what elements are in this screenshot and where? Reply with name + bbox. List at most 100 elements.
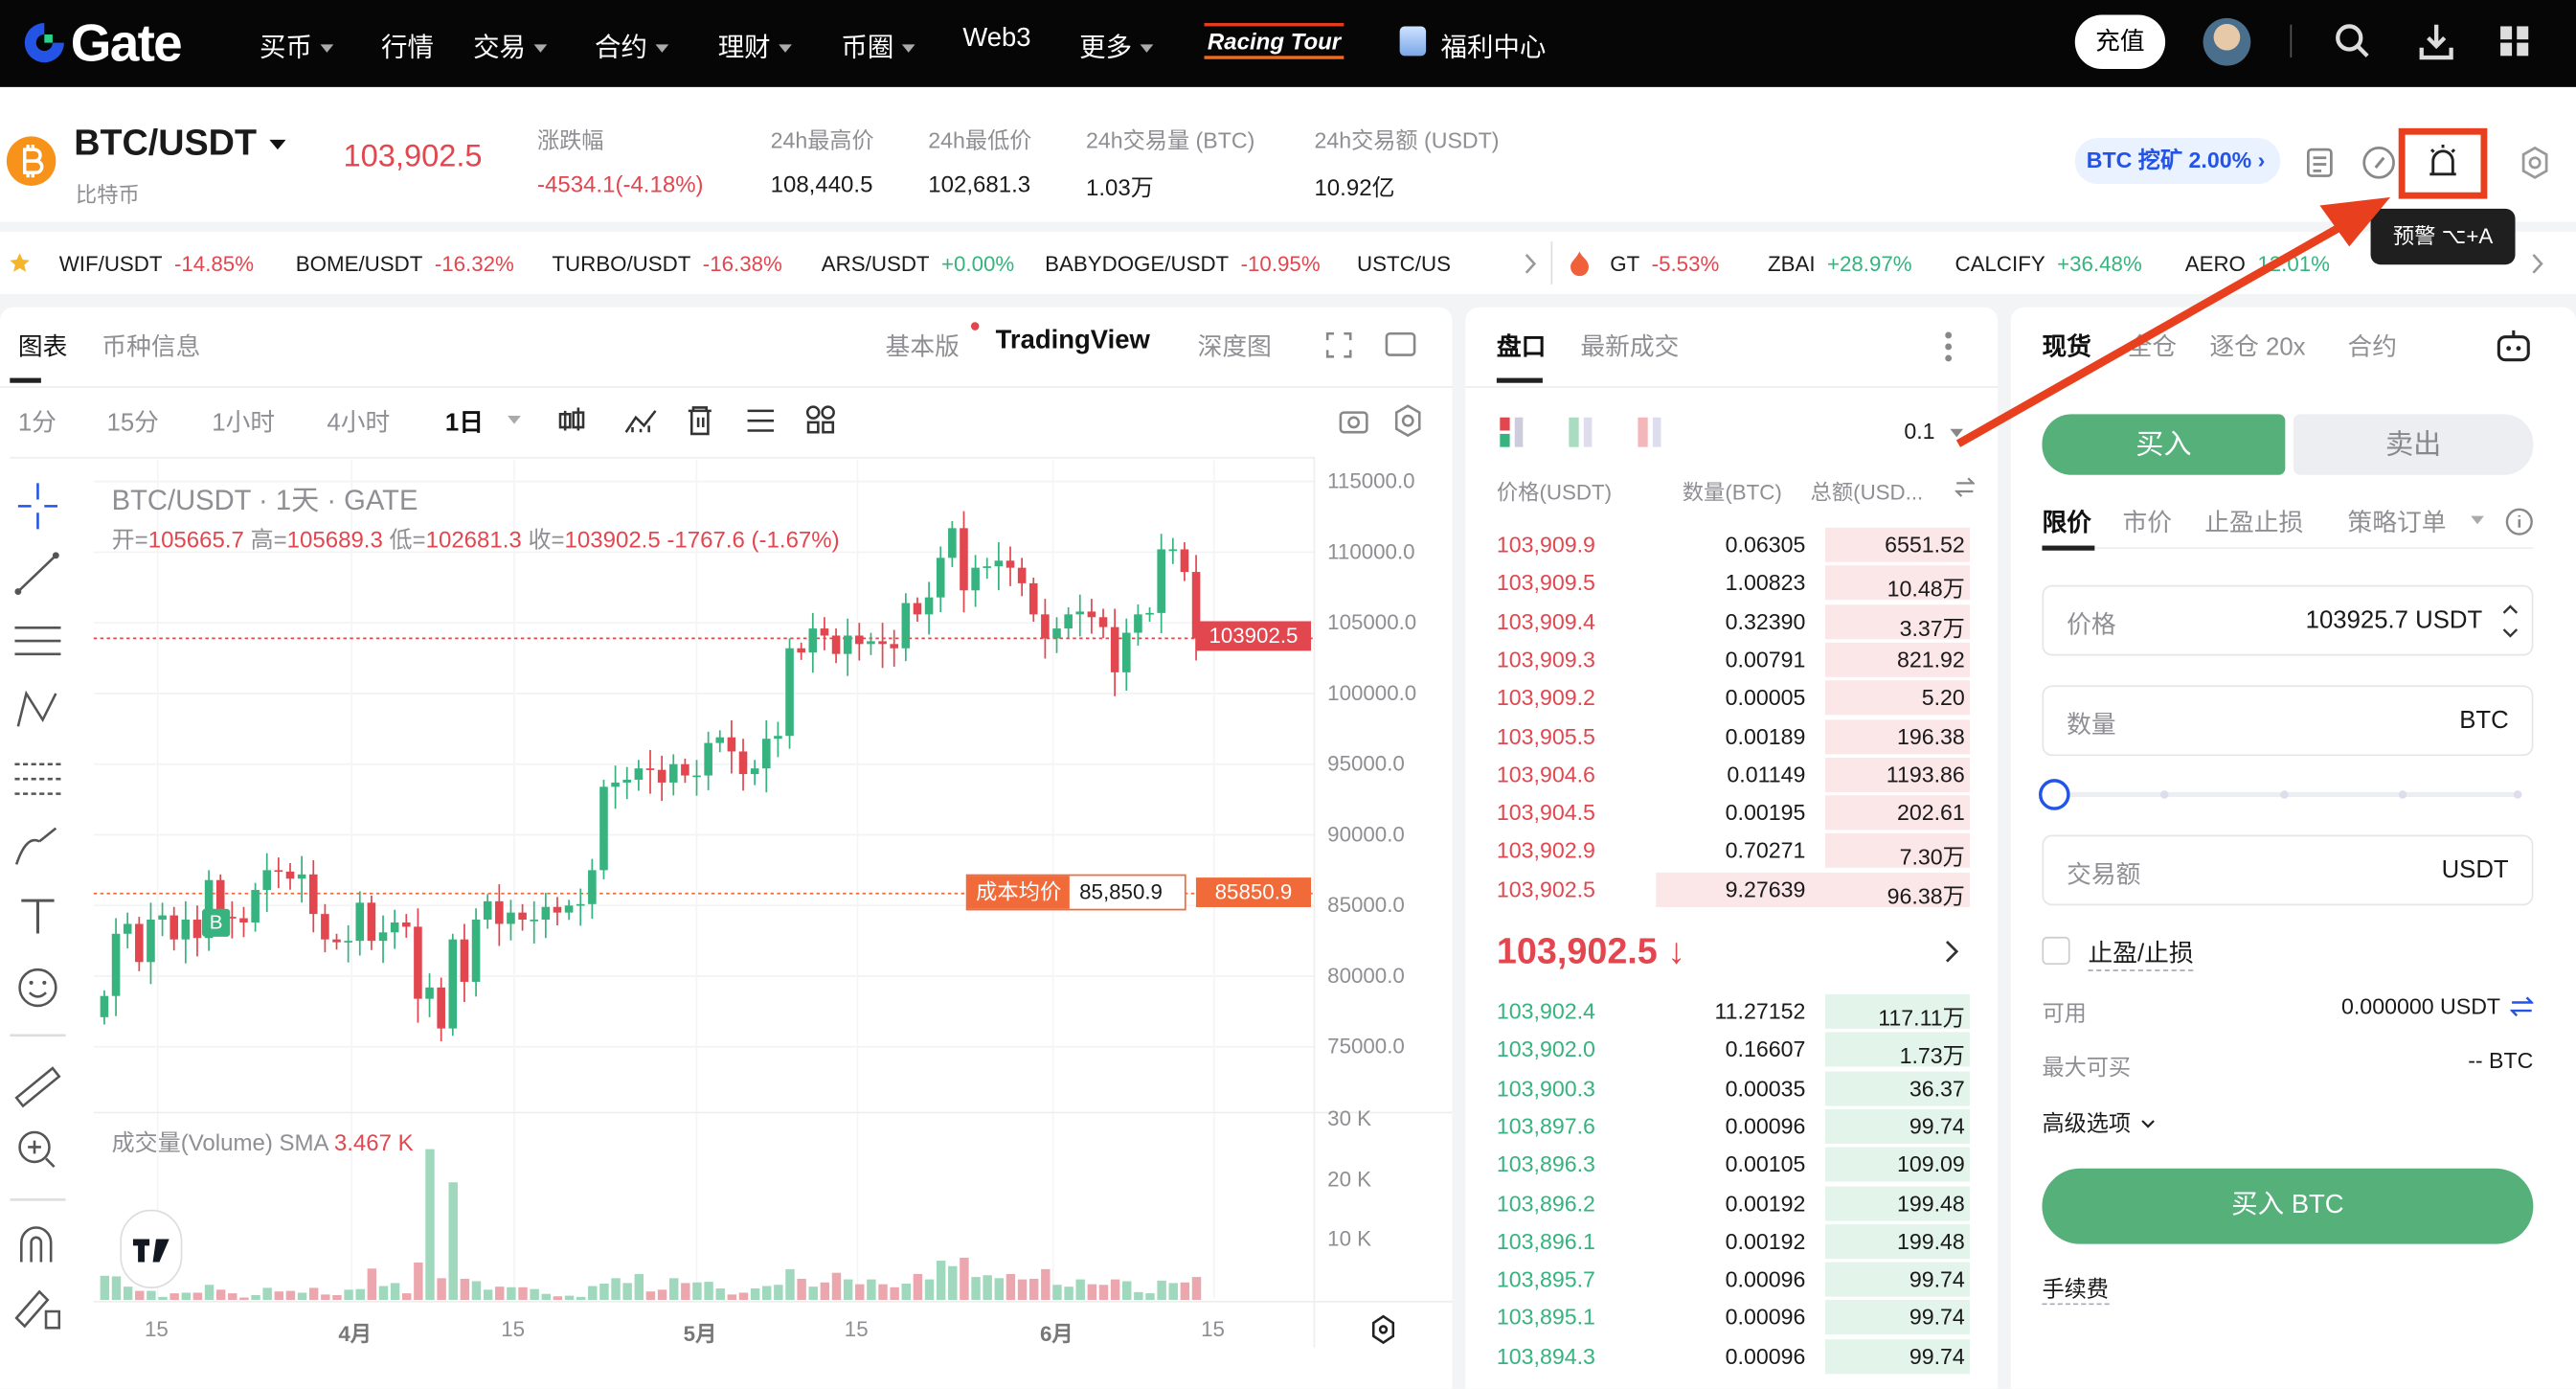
view-both-icon[interactable] — [1500, 417, 1529, 449]
trade-tab-2[interactable]: 逐仓 20x — [2209, 333, 2306, 362]
nav-item[interactable]: 交易 — [473, 25, 548, 64]
transfer-icon[interactable] — [2510, 996, 2534, 1017]
tradingview-logo[interactable] — [120, 1209, 183, 1288]
compass-icon[interactable] — [2361, 145, 2397, 181]
tab-coin-info[interactable]: 币种信息 — [102, 333, 201, 362]
price-input[interactable]: 价格 103925.7 USDT — [2042, 584, 2534, 656]
camera-icon[interactable] — [1339, 406, 1368, 436]
chevron-right-icon[interactable] — [1525, 253, 1538, 274]
layout-icon[interactable] — [1385, 330, 1416, 358]
mid-price[interactable]: 103,902.5 ↓ — [1496, 930, 1686, 971]
sell-tab-button[interactable]: 卖出 — [2293, 414, 2534, 475]
orderbook-row-asks[interactable]: 103,904.5 0.00195 202.61 — [1487, 795, 1970, 831]
axis-settings-icon[interactable] — [1370, 1314, 1396, 1345]
price-alert-icon[interactable] — [2425, 142, 2461, 181]
orderbook-row-asks[interactable]: 103,909.4 0.32390 3.37万 — [1487, 603, 1970, 640]
marquee-item[interactable]: BOME/USDT -16.32% — [296, 251, 514, 276]
orderbook-row-asks[interactable]: 103,909.2 0.00005 5.20 — [1487, 680, 1970, 716]
orderbook-row-asks[interactable]: 103,902.9 0.70271 7.30万 — [1487, 833, 1970, 870]
nav-item[interactable]: 币圈 — [841, 25, 915, 64]
view-basic[interactable]: 基本版 — [885, 333, 960, 362]
search-icon[interactable] — [2333, 21, 2372, 60]
chevron-down-icon[interactable] — [2471, 515, 2484, 525]
quantity-input[interactable]: 数量 BTC — [2042, 685, 2534, 757]
orderbook-row-bids[interactable]: 103,894.3 0.00096 99.74 — [1487, 1338, 1970, 1374]
interval-0[interactable]: 1分 — [17, 409, 56, 438]
view-depth[interactable]: 深度图 — [1197, 333, 1272, 362]
orderbook-row-bids[interactable]: 103,897.6 0.00096 99.74 — [1487, 1108, 1970, 1144]
orderbook-row-asks[interactable]: 103,904.6 0.01149 1193.86 — [1487, 757, 1970, 792]
marquee-item[interactable]: AERO 12.01% — [2185, 251, 2330, 276]
trade-tab-0[interactable]: 现货 — [2042, 333, 2091, 362]
stepper-icon[interactable] — [2500, 598, 2520, 644]
tab-chart[interactable]: 图表 — [17, 333, 68, 362]
chart-settings-icon[interactable] — [1393, 404, 1423, 438]
marquee-item[interactable]: USTC/US — [1357, 251, 1451, 276]
orderbook-row-bids[interactable]: 103,895.1 0.00096 99.74 — [1487, 1300, 1970, 1335]
pair-selector[interactable]: BTC/USDT — [74, 122, 286, 165]
nav-item[interactable]: 买币 — [260, 25, 334, 64]
orderbook-row-bids[interactable]: 103,895.7 0.00096 99.74 — [1487, 1262, 1970, 1297]
trade-tab-3[interactable]: 合约 — [2347, 333, 2398, 362]
marquee-item[interactable]: TURBO/USDT -16.38% — [552, 251, 781, 276]
chevron-right-icon[interactable] — [2532, 253, 2545, 274]
chevron-down-icon[interactable] — [508, 416, 521, 424]
more-menu-icon[interactable] — [1944, 330, 1954, 363]
slider-handle[interactable] — [2039, 779, 2070, 810]
nav-item[interactable]: 理财 — [718, 25, 792, 64]
interval-3[interactable]: 4小时 — [327, 409, 391, 438]
amount-input[interactable]: 交易额 USDT — [2042, 834, 2534, 906]
marquee-item[interactable]: GT -5.53% — [1610, 251, 1719, 276]
interval-2[interactable]: 1小时 — [212, 409, 276, 438]
fullscreen-icon[interactable] — [1324, 330, 1354, 360]
nav-item[interactable]: 更多 — [1079, 25, 1154, 64]
tab-orderbook[interactable]: 盘口 — [1496, 333, 1547, 362]
orderbook-row-bids[interactable]: 103,896.2 0.00192 199.48 — [1487, 1185, 1970, 1220]
view-tradingview[interactable]: TradingView — [995, 327, 1150, 355]
gate-logo[interactable]: Gate — [20, 12, 183, 73]
advanced-options-toggle[interactable]: 高级选项 — [2042, 1104, 2155, 1137]
view-bids-icon[interactable] — [1569, 417, 1598, 449]
order-type-0[interactable]: 限价 — [2042, 509, 2091, 537]
settings-icon[interactable] — [2519, 145, 2551, 181]
chevron-right-icon[interactable] — [1945, 940, 1959, 963]
view-asks-icon[interactable] — [1638, 417, 1667, 449]
buy-tab-button[interactable]: 买入 — [2042, 414, 2286, 475]
marquee-item[interactable]: BABYDOGE/USDT -10.95% — [1045, 251, 1321, 276]
tab-recent-trades[interactable]: 最新成交 — [1580, 333, 1680, 362]
orderbook-row-bids[interactable]: 103,902.4 11.27152 117.11万 — [1487, 993, 1970, 1031]
fee-link[interactable]: 手续费 — [2042, 1270, 2109, 1306]
nav-item[interactable]: Web3 — [962, 25, 1030, 55]
precision-select[interactable]: 0.1 — [1904, 419, 1963, 444]
download-icon[interactable] — [2418, 21, 2454, 60]
star-icon[interactable] — [9, 251, 32, 274]
apps-grid-icon[interactable] — [2498, 25, 2531, 57]
orderbook-row-bids[interactable]: 103,902.0 0.16607 1.73万 — [1487, 1032, 1970, 1069]
orderbook-row-bids[interactable]: 103,896.3 0.00105 109.09 — [1487, 1147, 1970, 1182]
info-icon[interactable] — [2505, 508, 2533, 535]
notes-icon[interactable] — [2305, 147, 2335, 179]
orderbook-row-bids[interactable]: 103,900.3 0.00035 36.37 — [1487, 1070, 1970, 1105]
price-value[interactable]: 103925.7 USDT — [2305, 606, 2483, 635]
buy-marker[interactable]: B — [202, 908, 231, 937]
avatar[interactable] — [2203, 17, 2251, 66]
tpsl-checkbox[interactable] — [2042, 936, 2070, 966]
orderbook-row-asks[interactable]: 103,909.9 0.06305 6551.52 — [1487, 527, 1970, 562]
orderbook-row-asks[interactable]: 103,905.5 0.00189 196.38 — [1487, 718, 1970, 754]
orderbook-row-asks[interactable]: 103,902.5 9.27639 96.38万 — [1487, 872, 1970, 908]
amount-slider[interactable] — [2053, 790, 2522, 799]
trade-tab-1[interactable]: 全仓 — [2127, 333, 2178, 362]
swap-icon[interactable] — [1955, 477, 1976, 498]
marquee-item[interactable]: ZBAI +28.97% — [1768, 251, 1912, 276]
cost-average-label[interactable]: 成本均价 85,850.9 — [965, 874, 1186, 911]
deposit-button[interactable]: 充值 — [2074, 14, 2166, 70]
racing-tour-banner[interactable]: Racing Tour — [1204, 23, 1344, 59]
order-type-1[interactable]: 市价 — [2122, 509, 2172, 537]
marquee-item[interactable]: CALCIFY +36.48% — [1955, 251, 2142, 276]
interval-1[interactable]: 15分 — [106, 409, 159, 438]
buy-btc-button[interactable]: 买入 BTC — [2042, 1168, 2534, 1244]
btc-mining-badge[interactable]: BTC 挖矿 2.00% › — [2074, 138, 2281, 185]
marquee-item[interactable]: ARS/USDT +0.00% — [822, 251, 1014, 276]
nav-item[interactable]: 合约 — [595, 25, 669, 64]
orderbook-row-asks[interactable]: 103,909.3 0.00791 821.92 — [1487, 642, 1970, 677]
